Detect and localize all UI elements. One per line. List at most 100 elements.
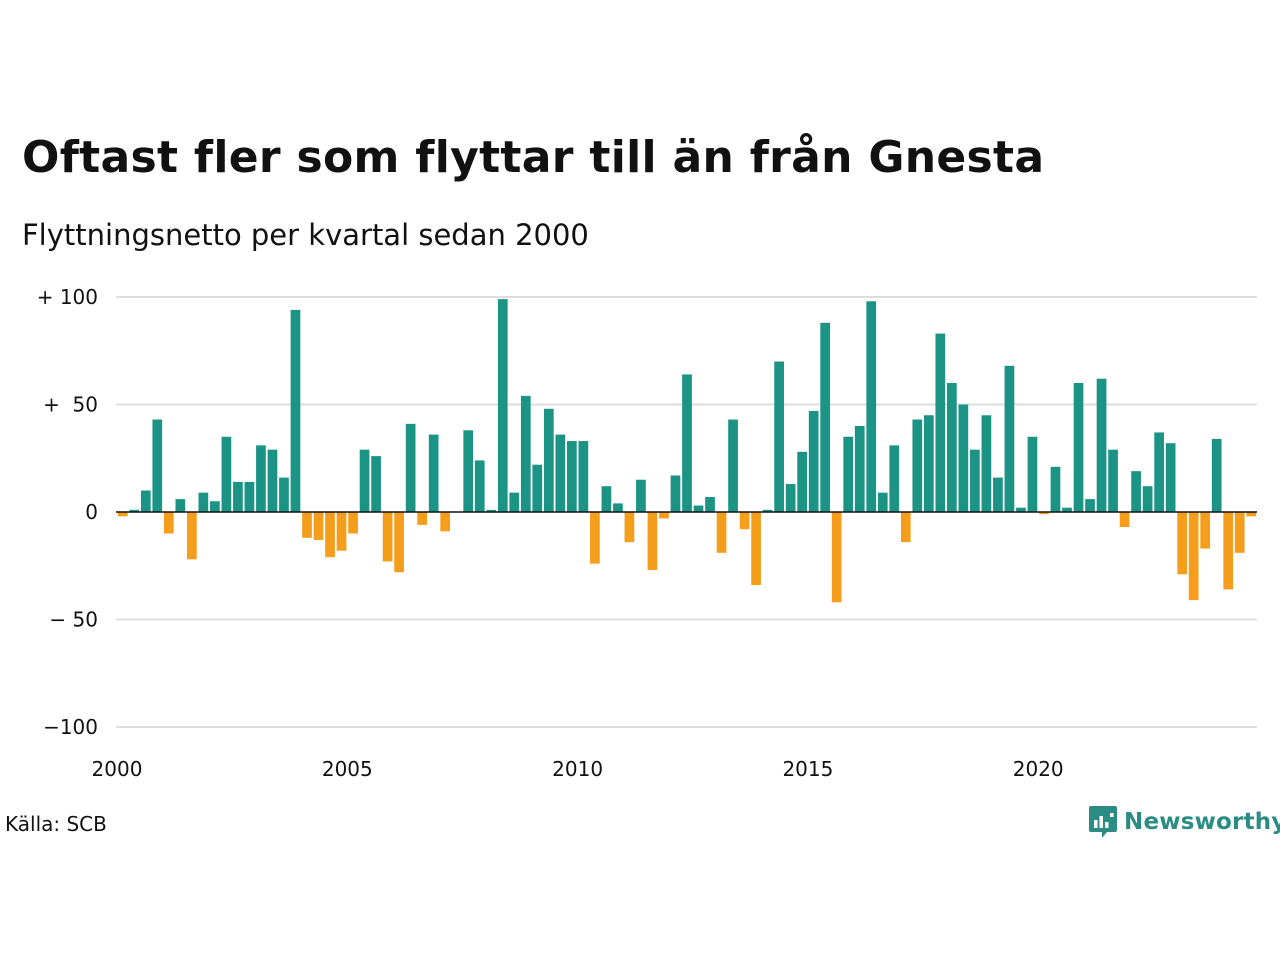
bar [866, 301, 877, 512]
bar [140, 490, 151, 512]
bar [313, 512, 324, 540]
bar [233, 481, 243, 512]
bar [244, 481, 255, 512]
source-note: Källa: SCB [5, 812, 107, 836]
bar [1200, 512, 1211, 549]
bar [405, 423, 416, 512]
x-tick-label: 2020 [1013, 757, 1064, 781]
bar [1131, 471, 1141, 512]
bar [946, 383, 957, 512]
bar [543, 408, 554, 512]
bar [1188, 512, 1199, 601]
bar [1246, 512, 1257, 517]
bar [325, 512, 335, 558]
bar [359, 449, 370, 512]
bar [371, 456, 381, 512]
x-tick-label: 2015 [782, 757, 833, 781]
bar [728, 419, 738, 512]
bar [198, 492, 209, 512]
bar [486, 509, 497, 512]
bar [1062, 507, 1072, 512]
bar [624, 512, 635, 543]
bar [1027, 436, 1038, 512]
y-axis-labels: + 100 + 50 0 − 50 −100 [37, 285, 98, 739]
bar [417, 512, 428, 525]
bar [854, 426, 865, 512]
bar [382, 512, 393, 562]
bar [1177, 512, 1188, 575]
bar [117, 512, 128, 517]
bar [566, 441, 577, 512]
bar [693, 505, 704, 512]
bar [601, 486, 612, 512]
bar [751, 512, 761, 586]
bar [520, 395, 531, 512]
bar [900, 512, 911, 543]
bar [1108, 449, 1118, 512]
bar [428, 434, 439, 512]
x-tick-label: 2000 [92, 757, 143, 781]
bar [578, 441, 589, 512]
bar [509, 492, 520, 512]
bar [659, 512, 669, 519]
bar [785, 484, 796, 512]
bar [889, 445, 900, 512]
bar [981, 415, 992, 512]
gridlines [116, 296, 1257, 728]
bar [1223, 512, 1234, 590]
bar [935, 333, 946, 512]
bar [463, 430, 474, 512]
bar [797, 451, 808, 512]
bar-chart: + 100 + 50 0 − 50 −100 2000 2005 2010 2015 2020 [37, 285, 1257, 781]
bar [210, 501, 220, 512]
bar [336, 512, 347, 551]
bar [1234, 512, 1245, 553]
bar [647, 512, 658, 571]
brand-name: Newsworthy [1124, 809, 1280, 835]
bar [820, 322, 831, 512]
bar [670, 475, 681, 512]
bar [175, 499, 186, 512]
bar [1073, 383, 1084, 512]
bar [532, 464, 543, 512]
bar [843, 436, 854, 512]
bar [290, 309, 301, 512]
bar [474, 460, 485, 512]
bar [256, 445, 266, 512]
bar [590, 512, 600, 564]
bar [1119, 512, 1130, 528]
bar [1016, 507, 1026, 512]
chart-subtitle: Flyttningsnetto per kvartal sedan 2000 [22, 218, 589, 252]
bar [1050, 466, 1061, 512]
bar [1096, 378, 1107, 512]
bar [716, 512, 727, 553]
x-tick-label: 2010 [552, 757, 603, 781]
bar [808, 410, 819, 512]
bar [970, 449, 980, 512]
bar [1211, 438, 1222, 512]
bar [302, 512, 312, 538]
chart-title: Oftast fler som flyttar till än från Gne… [22, 132, 1045, 183]
x-axis-labels: 2000 2005 2010 2015 2020 [92, 757, 1064, 781]
bar [152, 419, 163, 512]
bar [279, 477, 289, 512]
bar [1004, 365, 1015, 512]
bar [705, 496, 715, 512]
bars [117, 299, 1257, 603]
bar [831, 512, 842, 603]
bar [912, 419, 923, 512]
bar [348, 512, 358, 534]
bar [739, 512, 750, 530]
y-tick-label: − 50 [49, 608, 98, 632]
bar [1142, 486, 1153, 512]
y-tick-label: + 50 [43, 393, 98, 417]
bar [1039, 512, 1049, 515]
bar [1154, 432, 1164, 512]
bar [636, 479, 646, 512]
y-tick-label: −100 [43, 715, 98, 739]
bar [1085, 499, 1095, 512]
bar [221, 436, 232, 512]
bar [497, 299, 508, 512]
brand-logo[interactable]: Newsworthy [1088, 804, 1280, 840]
bar [267, 449, 278, 512]
